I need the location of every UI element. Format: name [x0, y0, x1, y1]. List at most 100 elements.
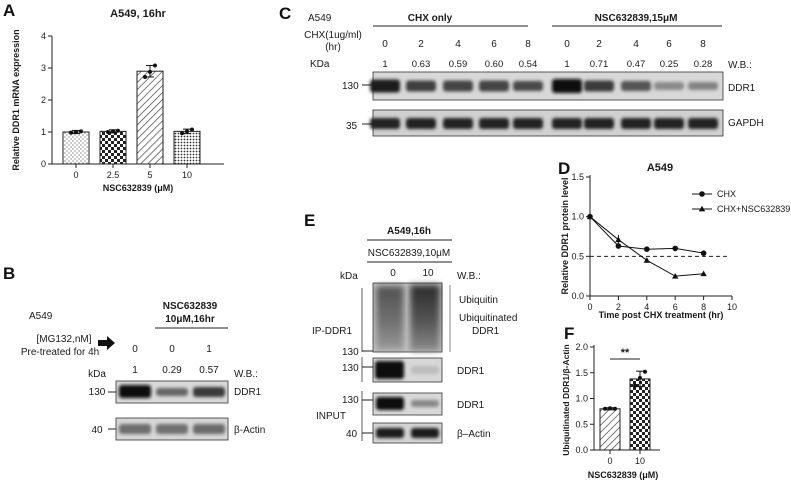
- panel-a-x-tick-label: 0: [73, 170, 78, 180]
- panel-c-ratio-label: 1: [564, 59, 569, 70]
- panel-c-gapdh-band: [370, 118, 400, 129]
- panel-d-legend-marker-chx: [699, 191, 705, 197]
- panel-d-x-tick-label: 2: [616, 302, 621, 312]
- panel-c-wb-label: W.B.:: [728, 60, 752, 71]
- panel-d-y-ticks: 0.0 0.5 1.0 1.5: [571, 172, 590, 301]
- panel-d-x-tick-label: 0: [587, 302, 592, 312]
- panel-d-series-chx-point: [615, 243, 622, 249]
- panel-b-actin-band: [119, 424, 151, 434]
- panel-b-cell-line: A549: [29, 311, 53, 322]
- panel-c-ddr1-band: [443, 80, 473, 92]
- panel-d-legend-marker-chx-nsc: [698, 205, 706, 212]
- panel-f-x-tick-label: 10: [635, 456, 645, 466]
- panel-a-bars: [62, 63, 201, 165]
- panel-c-gapdh-band: [443, 118, 473, 129]
- panel-f-ylabel: Ubiquitinated DDR1/β-Actin: [561, 344, 571, 455]
- panel-e-ubiquitin-smear: [410, 285, 440, 351]
- panel-c-gapdh-band: [688, 118, 718, 129]
- panel-c-ddr1-band: [621, 81, 651, 91]
- panel-c-gapdh-band: [513, 118, 543, 129]
- panel-a-x-tick-label: 5: [147, 170, 152, 180]
- panel-c-time-label: 8: [525, 39, 531, 50]
- panel-b-ddr1-label: DDR1: [234, 387, 262, 398]
- panel-b-pretreat-line1: [MG132,nM]: [36, 334, 91, 345]
- panel-a-data-point: [180, 131, 184, 136]
- panel-e-in-ddr1-band: [411, 400, 439, 407]
- panel-c-gapdh-band: [406, 118, 436, 129]
- panel-e-ub-ddr1-line1: Ubiquitinated: [459, 313, 517, 324]
- panel-c-group-nsc: NSC632839,15μM: [595, 13, 678, 24]
- panel-f-data-point: [633, 383, 637, 388]
- panel-b-letter: B: [3, 264, 15, 283]
- panel-a-y-tick-label: 3: [41, 63, 46, 73]
- panel-b-ratio-2: 0.57: [199, 365, 219, 376]
- panel-f-y-tick-label: 2.0: [575, 342, 588, 352]
- panel-c-ddr1-bands: [370, 79, 718, 93]
- panel-f-x-tick-label: 0: [607, 456, 612, 466]
- panel-f-y-tick-label: 0.0: [575, 445, 588, 455]
- panel-e-marker-actin: 40: [346, 429, 358, 440]
- panel-c-kda-label: KDa: [310, 59, 330, 70]
- panel-f-y-ticks: 0.0 0.5 1.0 1.5 2.0: [575, 342, 594, 455]
- panel-c-ratio-label: 1: [382, 59, 387, 70]
- panel-a-title: A549, 16hr: [110, 8, 166, 20]
- panel-b-ratio-0: 1: [132, 365, 138, 376]
- panel-f-data-point: [643, 369, 647, 374]
- panel-d-legend-label-chx: CHX: [717, 189, 736, 199]
- arrow-right-icon: [98, 336, 115, 350]
- panel-e-marker-ub: 130: [342, 347, 359, 358]
- panel-a-data-point: [116, 128, 120, 133]
- panel-a-data-point: [153, 63, 157, 68]
- panel-d-series-chx-nsc-point: [672, 272, 679, 279]
- panel-a-letter: A: [3, 1, 15, 20]
- panel-b-treatment-line2: 10μM,16hr: [165, 314, 215, 325]
- panel-d-y-tick-label: 0.5: [571, 251, 584, 261]
- panel-a-data-point: [106, 130, 110, 134]
- panel-a-xlabel: NSC632839 (μM): [103, 183, 174, 193]
- panel-b-wb-label: W.B.:: [234, 369, 258, 380]
- panel-b-mg132-2: 1: [206, 344, 212, 355]
- panel-d-series-chx-nsc-point: [615, 236, 622, 243]
- panel-b-marker-ddr1: 130: [89, 387, 106, 398]
- panel-f-bar: [599, 408, 621, 451]
- panel-c-ratio-label: 0.63: [412, 59, 431, 70]
- panel-a-data-point: [148, 69, 152, 74]
- panel-c-ratio-label: 0.47: [627, 59, 646, 70]
- panel-b: B A549 NSC632839 10μM,16hr [MG132,nM] Pr…: [3, 264, 265, 441]
- panel-c-marker-gapdh: 35: [346, 121, 358, 132]
- panel-a-y-ticks: 0 1 2 3 4: [41, 31, 52, 169]
- panel-e-title: A549,16h: [387, 226, 431, 237]
- panel-e-input-label: INPUT: [316, 411, 346, 422]
- panel-b-ddr1-band: [193, 387, 225, 397]
- panel-e-dose-0: 0: [390, 268, 396, 279]
- panel-e-letter: E: [304, 211, 315, 230]
- panel-a-bar: [136, 70, 164, 165]
- panel-c-ratio-label: 0.28: [694, 59, 713, 70]
- panel-a-data-point: [69, 130, 73, 135]
- panel-c-gapdh-band: [654, 118, 684, 129]
- panel-d-x-tick-label: 4: [644, 302, 649, 312]
- panel-c: C A549 CHX only NSC632839,15μM CHX(1ug/m…: [279, 4, 764, 137]
- panel-d-series-chx-point: [644, 246, 650, 252]
- panel-f-data-point: [638, 375, 642, 380]
- panel-a-data-point: [74, 130, 78, 134]
- panel-a-bar: [99, 130, 127, 165]
- panel-b-mg132-1: 0: [169, 344, 175, 355]
- panel-f: F 0.0 0.5 1.0 1.5 2.0 0 10 ** Ubiquitinated D…: [561, 324, 660, 480]
- panel-f-data-point: [608, 406, 612, 411]
- panel-e-actin-band: [411, 428, 439, 438]
- panel-a-bar: [173, 130, 201, 165]
- panel-d-x-tick-label: 8: [701, 302, 706, 312]
- panel-d-ylabel: Relative DDR1 protein level: [560, 177, 570, 294]
- panel-c-ddr1-band: [688, 82, 718, 90]
- panel-f-bar: [629, 378, 651, 451]
- panel-c-ddr1-band: [513, 81, 543, 91]
- panel-c-cell-line: A549: [308, 13, 332, 24]
- panel-a-y-tick-label: 2: [41, 95, 46, 105]
- panel-c-gapdh-bands: [370, 118, 718, 129]
- panel-c-gapdh-label: GAPDH: [728, 118, 764, 129]
- panel-f-y-tick-label: 1.0: [575, 394, 588, 404]
- panel-a-data-point: [143, 74, 147, 79]
- panel-e-actin-label: β–Actin: [457, 429, 491, 440]
